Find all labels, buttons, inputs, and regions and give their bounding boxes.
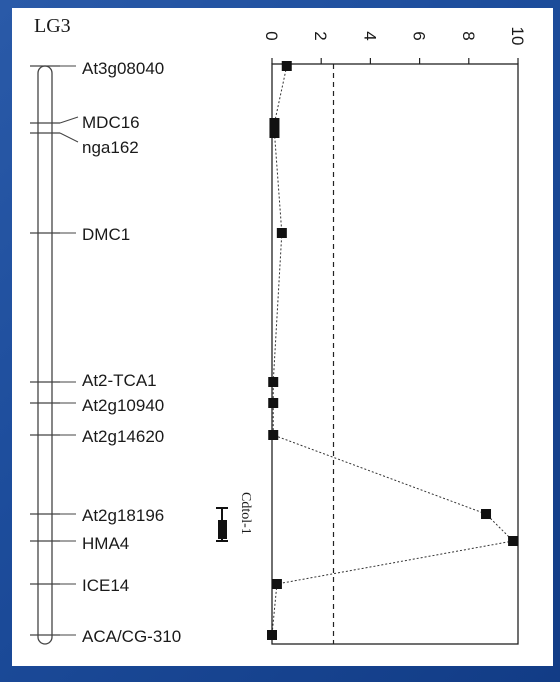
lod-point [267, 630, 277, 640]
plot-frame [271, 63, 519, 645]
lod-point [481, 509, 492, 519]
lod-point [269, 128, 280, 138]
lod-tick-label: 6 [410, 31, 429, 40]
lod-axis: 0 2 4 6 8 10 [262, 27, 527, 64]
chart-panel: LG3 0 2 4 6 8 10 At3g08040 MDC16 nga162 DMC1 At2-… [12, 8, 553, 666]
marker-label: DMC1 [82, 225, 130, 244]
lod-point [281, 61, 292, 71]
marker-labels: At3g08040 MDC16 nga162 DMC1 At2-TCA1 At2g1094… [82, 59, 181, 646]
marker-label: ICE14 [82, 576, 129, 595]
marker-label: At2g14620 [82, 427, 164, 446]
lod-point [268, 377, 279, 387]
marker-label: MDC16 [82, 113, 140, 132]
lod-tick-label: 8 [459, 31, 478, 40]
chromosome-bar [37, 65, 53, 645]
marker-lines [30, 65, 79, 636]
marker-label: At2-TCA1 [82, 371, 157, 390]
marker-connector [59, 132, 79, 143]
marker-label: At2g18196 [82, 506, 164, 525]
lod-tick-label: 2 [311, 31, 330, 40]
marker-label: HMA4 [82, 534, 129, 553]
lod-points [267, 61, 519, 640]
lod-point [276, 228, 287, 238]
lod-tick-label: 10 [508, 27, 527, 46]
qtl-interval [216, 507, 228, 542]
marker-label: At2g10940 [82, 396, 164, 415]
chart-title: LG3 [34, 15, 71, 37]
lod-point [508, 536, 519, 546]
lod-tick-label: 0 [262, 31, 281, 40]
lod-point [271, 579, 282, 589]
marker-label: At3g08040 [82, 59, 164, 78]
marker-connector [59, 116, 79, 124]
qtl-label: Cdtol-1 [238, 492, 253, 535]
qtl-chart: LG3 0 2 4 6 8 10 At3g08040 MDC16 nga162 DMC1 At2-… [30, 15, 527, 646]
marker-label: nga162 [82, 138, 139, 157]
lod-tick-label: 4 [360, 31, 379, 40]
marker-label: ACA/CG-310 [82, 627, 181, 646]
lod-point [268, 430, 279, 440]
lod-curve [271, 65, 515, 636]
lod-point [268, 398, 279, 408]
lod-point [269, 118, 280, 128]
